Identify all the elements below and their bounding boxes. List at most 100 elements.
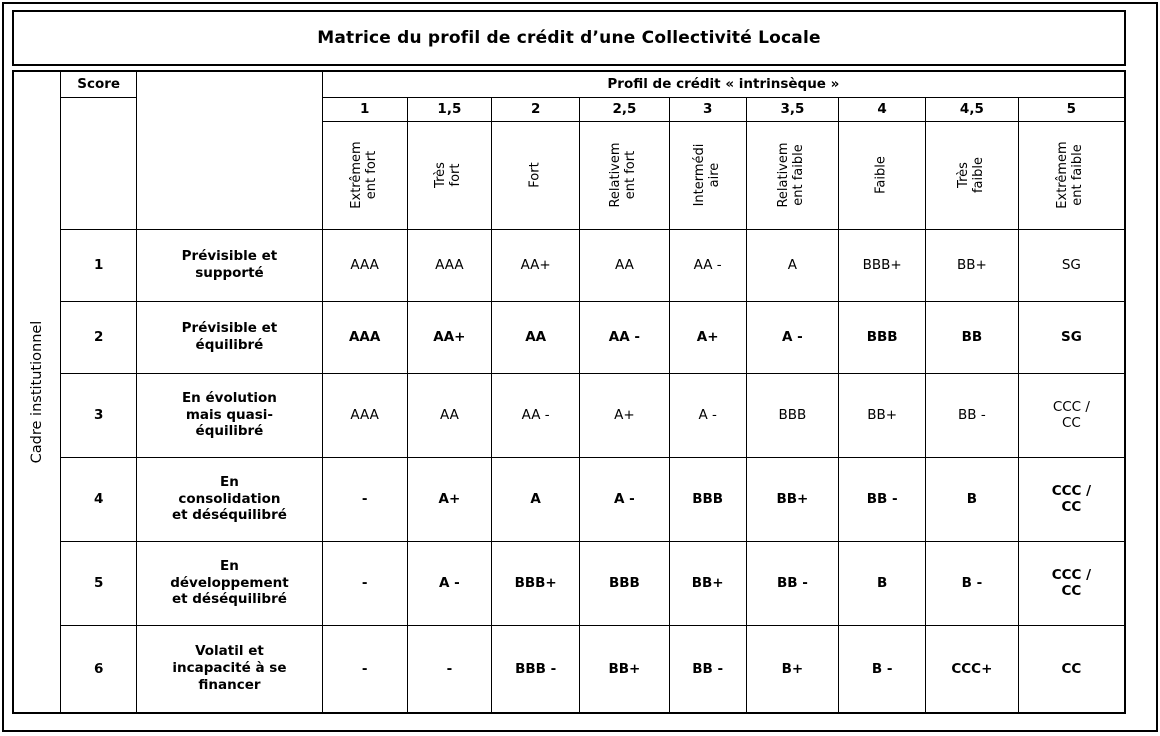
column-label: Extrêmem ent fort bbox=[348, 141, 379, 209]
row-description: En développement et déséquilibré bbox=[136, 540, 323, 626]
rating-cell: - bbox=[321, 624, 408, 714]
blank-cell bbox=[136, 70, 323, 230]
column-label-cell: Très faible bbox=[925, 120, 1019, 230]
rating-cell: AA bbox=[406, 372, 493, 458]
rating-cell: BBB+ bbox=[838, 228, 927, 302]
column-label-cell: Relativem ent fort bbox=[579, 120, 670, 230]
rating-cell: AAA bbox=[406, 228, 493, 302]
rating-cell: BB - bbox=[668, 624, 747, 714]
rating-cell: BBB+ bbox=[491, 540, 581, 626]
row-score: 5 bbox=[60, 540, 138, 626]
page-title: Matrice du profil de crédit d’une Collec… bbox=[317, 28, 821, 48]
column-label-cell: Fort bbox=[491, 120, 581, 230]
rating-cell: BBB bbox=[668, 456, 747, 542]
rating-cell: A - bbox=[745, 300, 840, 374]
row-description: Volatil et incapacité à se financer bbox=[136, 624, 323, 714]
column-score: 5 bbox=[1017, 96, 1126, 122]
rating-cell: CC bbox=[1017, 624, 1126, 714]
rating-cell: A bbox=[745, 228, 840, 302]
rating-cell: - bbox=[406, 624, 493, 714]
rating-cell: BB+ bbox=[745, 456, 840, 542]
rating-cell: BB bbox=[925, 300, 1019, 374]
rating-cell: BBB bbox=[745, 372, 840, 458]
rating-cell: A - bbox=[668, 372, 747, 458]
table-row: Cadre institutionnel Score Profil de crédi… bbox=[12, 70, 1126, 714]
rating-cell: AA+ bbox=[491, 228, 581, 302]
left-axis-label: Cadre institutionnel bbox=[29, 320, 46, 464]
rating-cell: SG bbox=[1017, 228, 1126, 302]
rating-cell: B+ bbox=[745, 624, 840, 714]
rating-cell: AAA bbox=[321, 372, 408, 458]
rating-cell: B bbox=[838, 540, 927, 626]
column-label: Intermédi aire bbox=[691, 143, 722, 207]
row-description: En évolution mais quasi- équilibré bbox=[136, 372, 323, 458]
column-score: 3 bbox=[668, 96, 747, 122]
matrix-body: Cadre institutionnel Score Profil de crédi… bbox=[12, 70, 1126, 714]
rating-cell: BB+ bbox=[668, 540, 747, 626]
row-description: En consolidation et déséquilibré bbox=[136, 456, 323, 542]
intrinsic-profile-header: Profil de crédit « intrinsèque » bbox=[321, 70, 1126, 98]
column-label-cell: Faible bbox=[838, 120, 927, 230]
blank-cell bbox=[60, 96, 138, 230]
table-row: 5 En développement et déséquilibré - A - BBB… bbox=[13, 540, 1126, 626]
table-row: 4 En consolidation et déséquilibré - A+ A A -… bbox=[13, 456, 1126, 542]
column-label-cell: Intermédi aire bbox=[668, 120, 747, 230]
rating-cell: A bbox=[491, 456, 581, 542]
rating-cell: AA bbox=[491, 300, 581, 374]
table-row: 3 En évolution mais quasi- équilibré AAA AA… bbox=[13, 372, 1126, 458]
row-score: 3 bbox=[60, 372, 138, 458]
column-score: 1,5 bbox=[406, 96, 493, 122]
table-row: Extrêmem ent fort Très fort Fort Relativem … bbox=[13, 120, 1126, 230]
column-score: 1 bbox=[321, 96, 408, 122]
row-score: 4 bbox=[60, 456, 138, 542]
rating-cell: BBB bbox=[579, 540, 670, 626]
column-label: Faible bbox=[873, 156, 889, 194]
column-label-cell: Très fort bbox=[406, 120, 493, 230]
rating-cell: SG bbox=[1017, 300, 1126, 374]
column-score: 2 bbox=[491, 96, 581, 122]
column-label-cell: Extrêmem ent fort bbox=[321, 120, 408, 230]
rating-cell: A+ bbox=[406, 456, 493, 542]
row-description: Prévisible et supporté bbox=[136, 228, 323, 302]
rating-cell: B - bbox=[925, 540, 1019, 626]
table-row: 2 Prévisible et équilibré AAA AA+ AA AA - A+ A … bbox=[13, 300, 1126, 374]
rating-cell: CCC / CC bbox=[1017, 456, 1126, 542]
column-label: Très fort bbox=[433, 162, 464, 188]
rating-cell: BBB bbox=[838, 300, 927, 374]
rating-cell: BB - bbox=[838, 456, 927, 542]
column-label: Relativem ent fort bbox=[608, 142, 639, 208]
credit-matrix-table: Cadre institutionnel Score Profil de crédi… bbox=[12, 70, 1126, 714]
rating-cell: - bbox=[321, 456, 408, 542]
column-score: 3,5 bbox=[745, 96, 840, 122]
rating-cell: A - bbox=[579, 456, 670, 542]
row-description: Prévisible et équilibré bbox=[136, 300, 323, 374]
rating-cell: AAA bbox=[321, 300, 408, 374]
column-score: 2,5 bbox=[579, 96, 670, 122]
rating-cell: BBB - bbox=[491, 624, 581, 714]
table-row: 6 Volatil et incapacité à se financer - - BB… bbox=[13, 624, 1126, 714]
rating-cell: AAA bbox=[321, 228, 408, 302]
rating-cell: BB+ bbox=[838, 372, 927, 458]
column-score: 4,5 bbox=[925, 96, 1019, 122]
rating-cell: B bbox=[925, 456, 1019, 542]
column-label: Relativem ent faible bbox=[776, 142, 807, 208]
rating-cell: BB+ bbox=[925, 228, 1019, 302]
column-label: Fort bbox=[527, 162, 543, 188]
table-row: 1 1,5 2 2,5 3 3,5 4 4,5 5 bbox=[13, 96, 1126, 230]
column-label-cell: Extrêmem ent faible bbox=[1017, 120, 1126, 230]
rating-cell: BB - bbox=[925, 372, 1019, 458]
rating-cell: B - bbox=[838, 624, 927, 714]
left-axis-cell: Cadre institutionnel bbox=[12, 70, 62, 714]
row-score: 6 bbox=[60, 624, 138, 714]
rating-cell: A+ bbox=[579, 372, 670, 458]
rating-cell: A+ bbox=[668, 300, 747, 374]
rating-cell: BB+ bbox=[579, 624, 670, 714]
rating-cell: CCC / CC bbox=[1017, 372, 1126, 458]
row-score: 2 bbox=[60, 300, 138, 374]
rating-cell: AA - bbox=[491, 372, 581, 458]
row-score: 1 bbox=[60, 228, 138, 302]
rating-cell: BB - bbox=[745, 540, 840, 626]
rating-cell: - bbox=[321, 540, 408, 626]
